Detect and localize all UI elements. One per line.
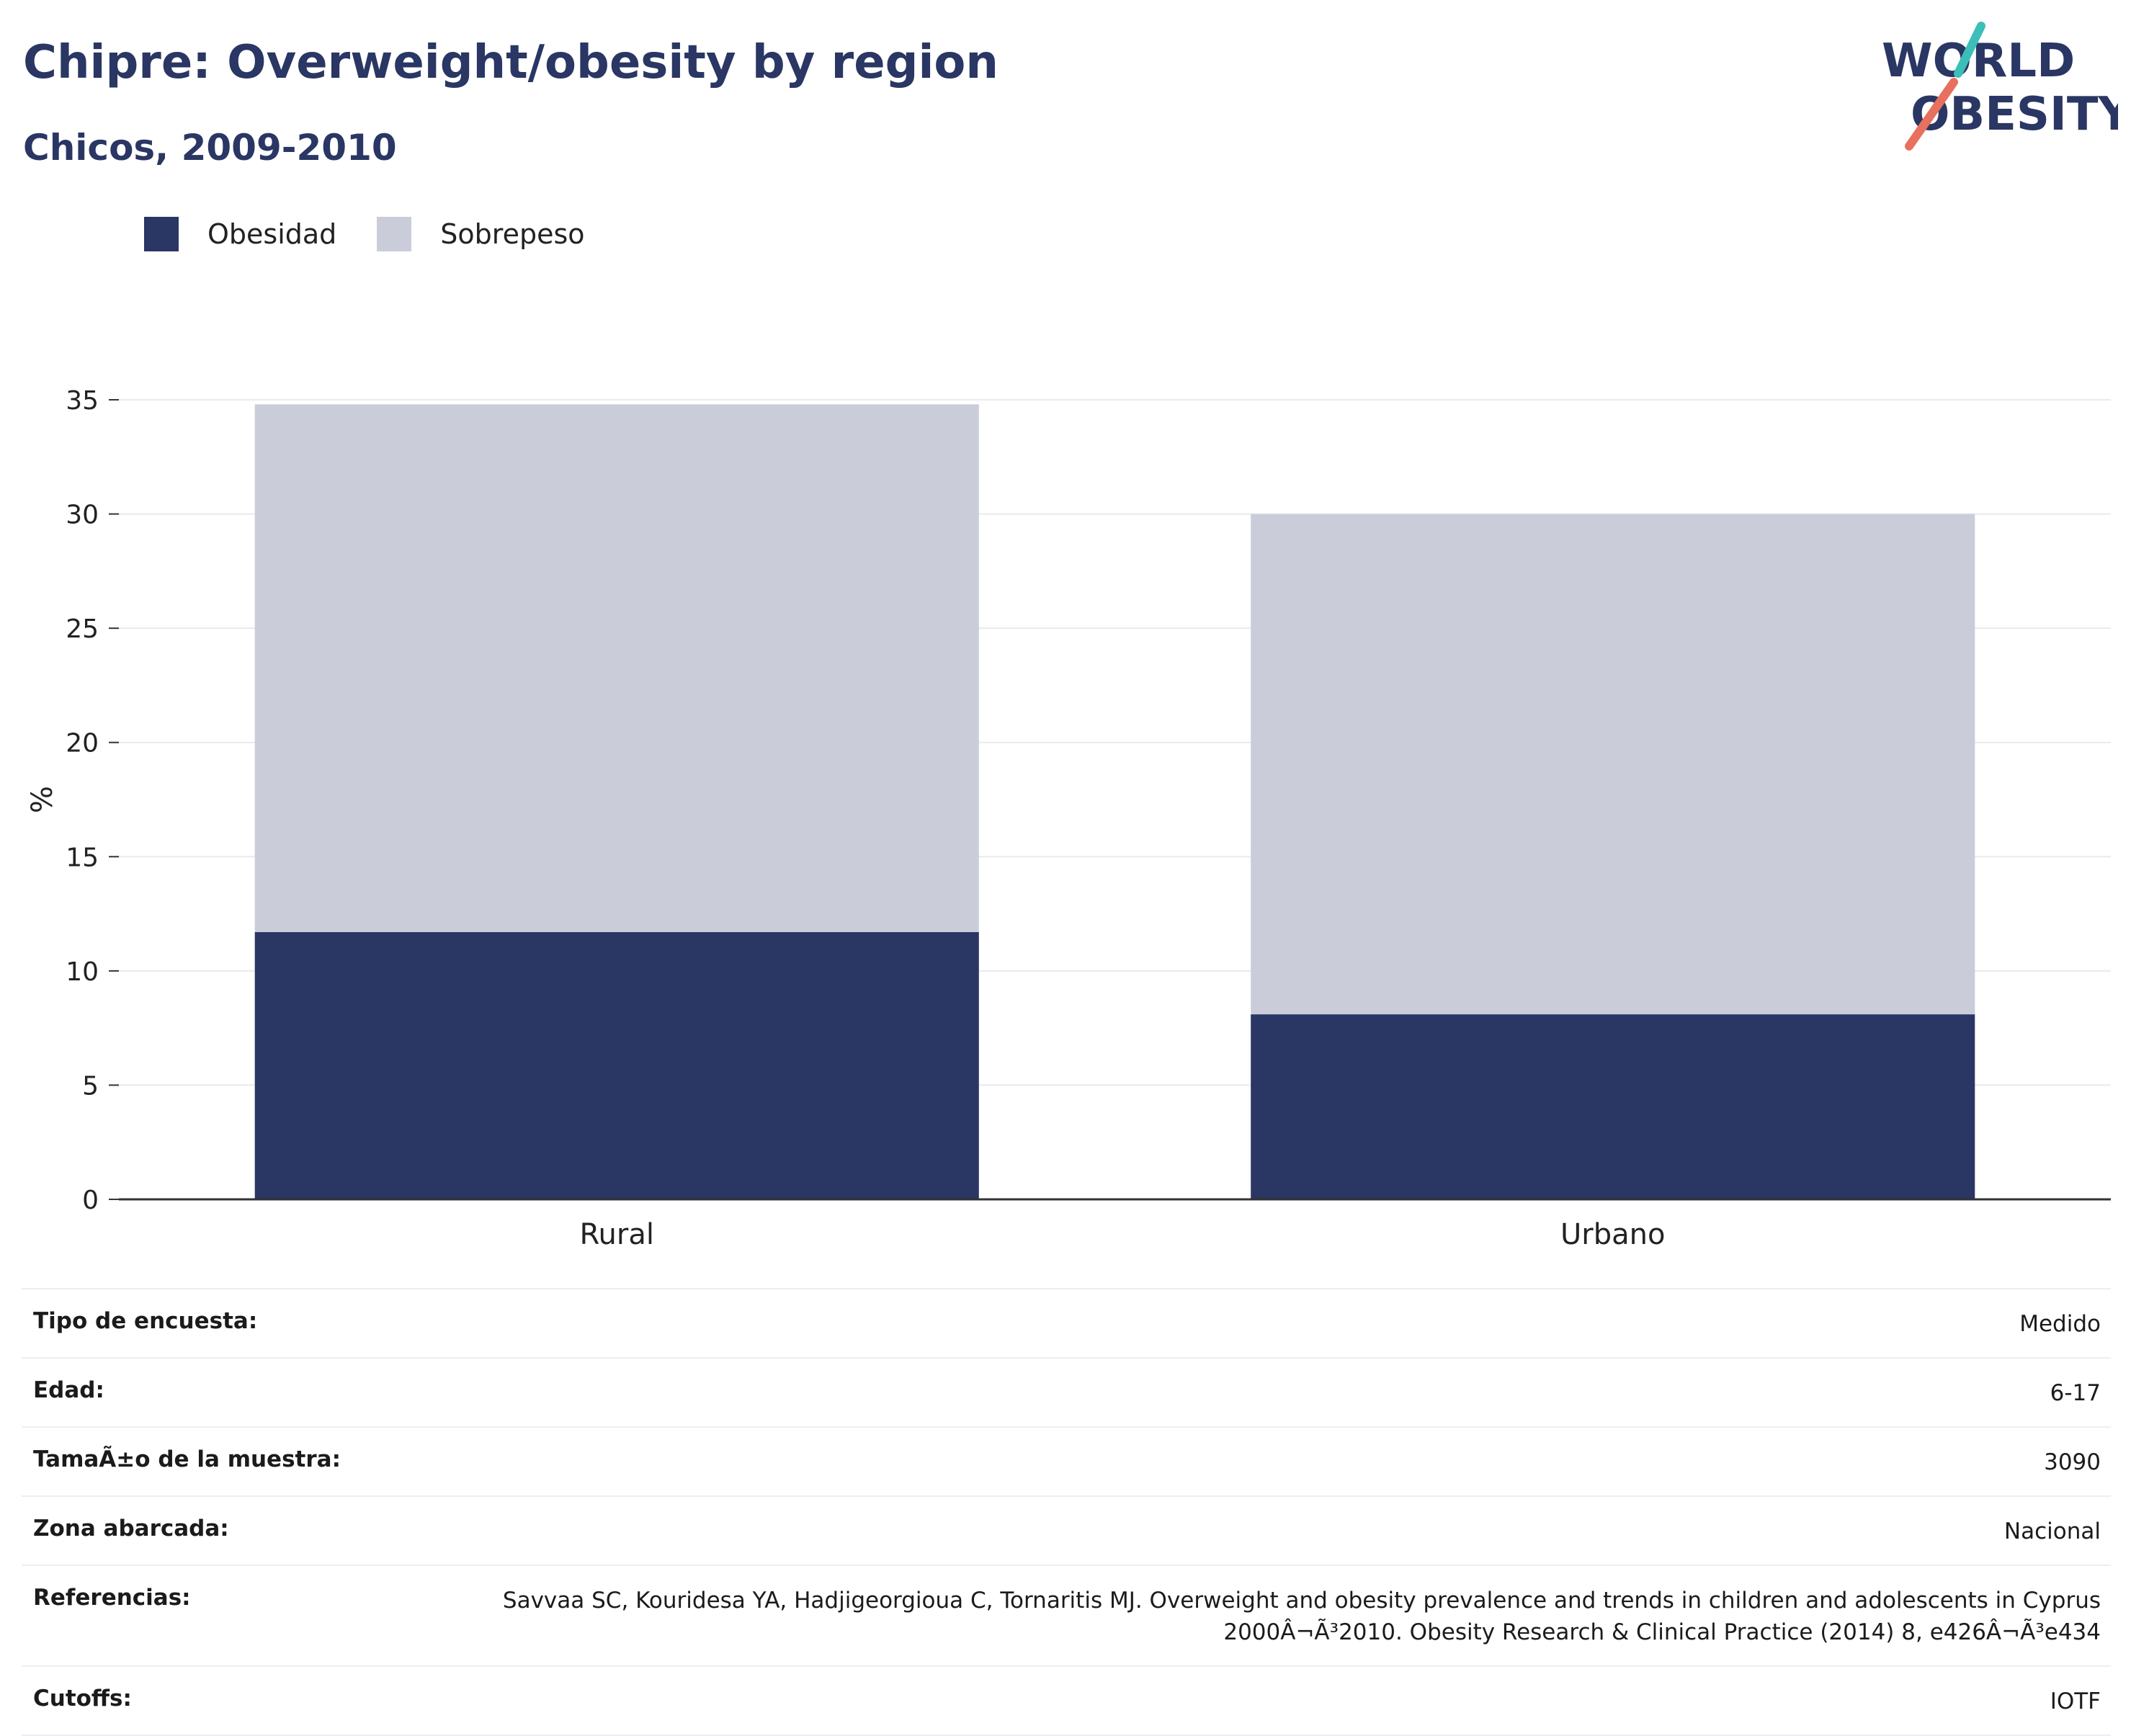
bar-obesity-rural: [254, 931, 979, 1199]
info-label: Referencias:: [33, 1585, 191, 1611]
y-tick-label: 30: [66, 501, 99, 530]
survey-info-table: Tipo de encuesta: Medido Edad: 6-17 Tama…: [22, 1288, 2111, 1736]
logo-slash-top: [1954, 22, 1985, 78]
info-value: Nacional: [2003, 1518, 2101, 1544]
info-value: Medido: [2019, 1311, 2101, 1337]
y-tick-label: 20: [66, 729, 99, 759]
info-row-area-covered: Zona abarcada: Nacional: [22, 1495, 2111, 1565]
chart-title: Chipre: Overweight/obesity by region: [23, 36, 999, 89]
world-obesity-logo: WORLD OBESITY: [1882, 22, 2118, 151]
y-tick-label: 25: [66, 614, 99, 644]
info-row-age: Edad: 6-17: [22, 1357, 2111, 1426]
legend-label-overweight: Sobrepeso: [440, 218, 585, 250]
stacked-bar-chart: 0 5 10 15 20 25 30 35% Rural Urbano: [26, 386, 2111, 1246]
chart-subtitle: Chicos, 2009-2010: [23, 127, 397, 169]
legend-item-overweight[interactable]: Sobrepeso: [377, 217, 585, 251]
info-value: 3090: [2044, 1449, 2101, 1475]
chart-legend: Obesidad Sobrepeso: [144, 216, 625, 252]
info-label: TamaÃ±o de la muestra:: [33, 1446, 341, 1472]
info-label: Edad:: [33, 1377, 104, 1403]
info-value: 6-17: [2050, 1380, 2101, 1406]
y-axis-label: %: [26, 786, 59, 813]
logo-line-1: WORLD: [1882, 35, 2075, 88]
legend-swatch-obesity: [144, 217, 179, 251]
bar-overweight-rural: [254, 404, 979, 932]
info-value: Savvaa SC, Kouridesa YA, Hadjigeorgioua …: [502, 1588, 2101, 1645]
y-tick-label: 35: [66, 386, 99, 416]
info-row-references: Referencias: Savvaa SC, Kouridesa YA, Ha…: [22, 1565, 2111, 1665]
y-tick-label: 10: [66, 957, 99, 987]
legend-label-obesity: Obesidad: [207, 218, 337, 250]
bar-overweight-urbano: [1251, 514, 1975, 1015]
info-row-sample-size: TamaÃ±o de la muestra: 3090: [22, 1426, 2111, 1495]
y-tick-label: 5: [82, 1071, 99, 1101]
info-label: Tipo de encuesta:: [33, 1308, 258, 1334]
logo-slash-bottom: [1905, 78, 1958, 151]
x-tick-label: Urbano: [1560, 1218, 1665, 1246]
y-tick-label: 15: [66, 843, 99, 872]
legend-item-obesity[interactable]: Obesidad: [144, 217, 336, 251]
bar-obesity-urbano: [1251, 1014, 1975, 1199]
y-tick-label: 0: [82, 1186, 99, 1215]
info-row-survey-type: Tipo de encuesta: Medido: [22, 1288, 2111, 1357]
info-label: Cutoffs:: [33, 1686, 132, 1712]
info-label: Zona abarcada:: [33, 1516, 229, 1542]
x-tick-label: Rural: [580, 1218, 654, 1246]
legend-swatch-overweight: [377, 217, 412, 251]
info-value: IOTF: [2050, 1688, 2101, 1714]
info-row-cutoffs: Cutoffs: IOTF: [22, 1665, 2111, 1736]
